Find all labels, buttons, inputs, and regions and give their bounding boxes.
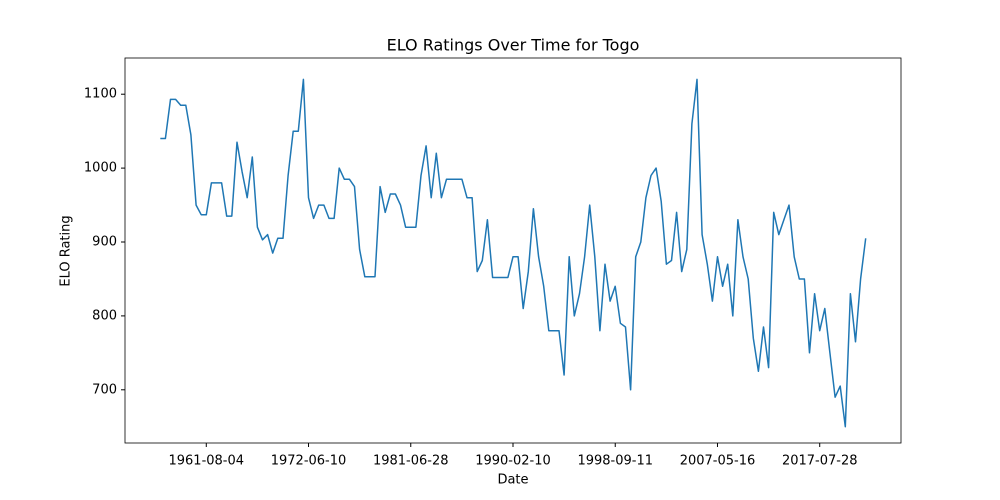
y-tick-label: 900 — [92, 235, 117, 250]
x-tick-label: 2007-05-16 — [680, 454, 756, 469]
y-tick-label: 1000 — [84, 161, 117, 176]
x-tick-label: 1981-06-28 — [373, 454, 449, 469]
x-tick-label: 2017-07-28 — [782, 454, 858, 469]
y-tick-label: 800 — [92, 308, 117, 323]
y-tick-label: 700 — [92, 382, 117, 397]
x-axis-label: Date — [497, 473, 528, 488]
y-tick-label: 1100 — [84, 87, 117, 102]
y-axis-label: ELO Rating — [59, 215, 74, 286]
x-tick-label: 1998-09-11 — [577, 454, 653, 469]
chart-title: ELO Ratings Over Time for Togo — [387, 36, 640, 55]
x-tick-label: 1972-06-10 — [271, 454, 347, 469]
plot-frame — [124, 57, 902, 444]
x-tick-label: 1961-08-04 — [168, 454, 244, 469]
line-series — [160, 78, 867, 428]
x-tick-label: 1990-02-10 — [475, 454, 551, 469]
